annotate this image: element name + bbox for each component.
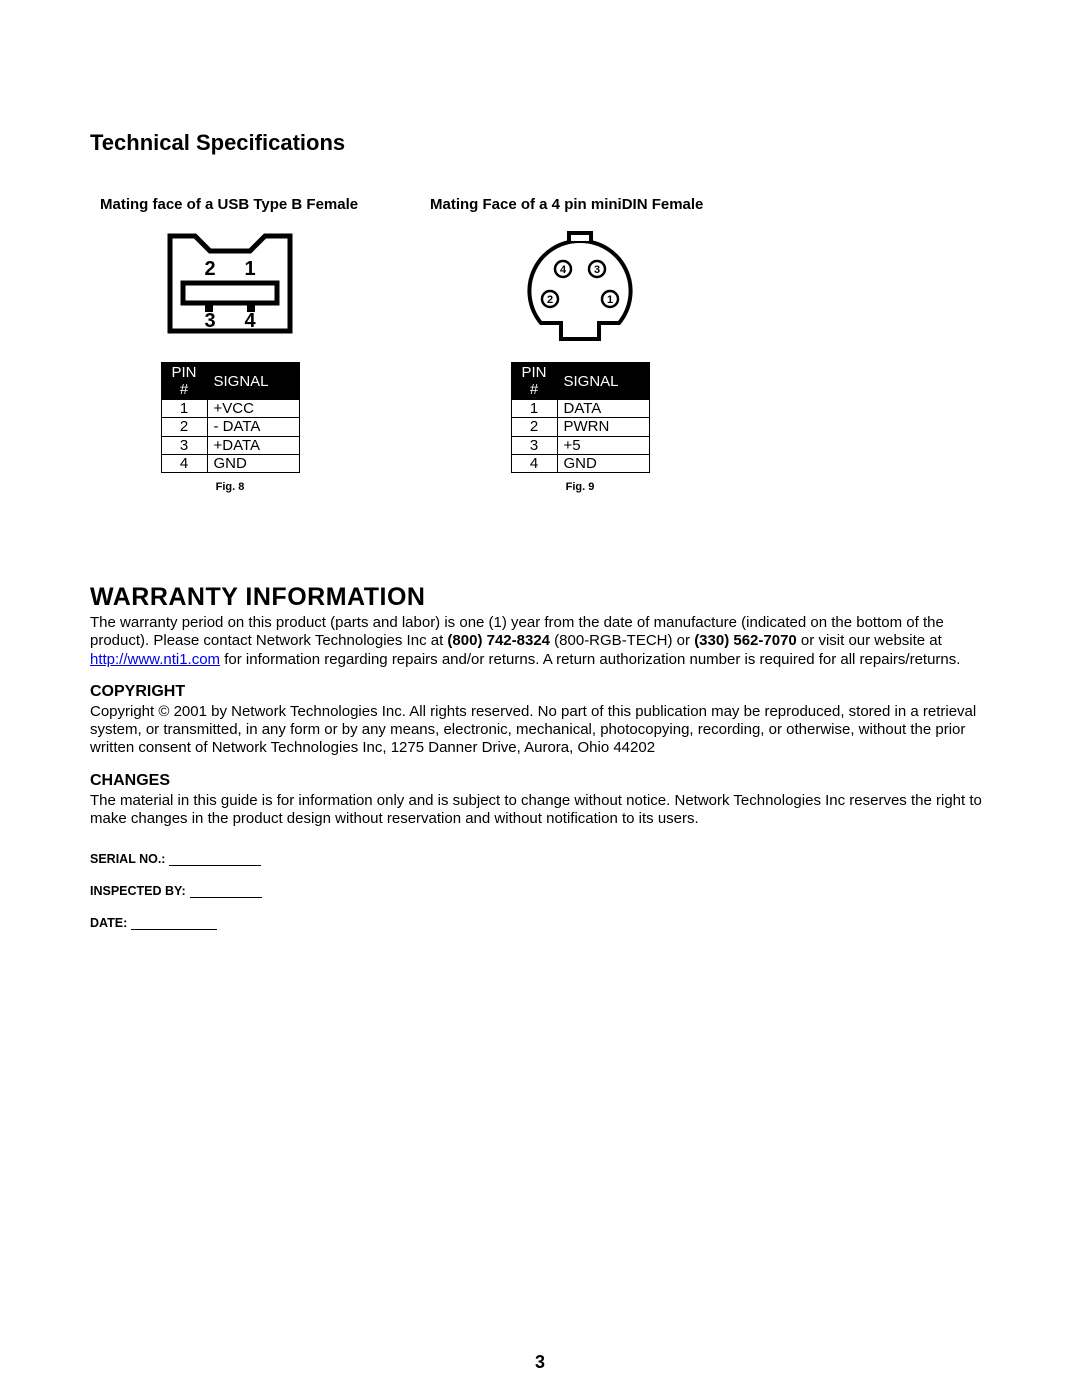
table-row: 1DATA — [511, 400, 649, 418]
usb-fig-caption: Fig. 8 — [216, 481, 245, 493]
minidin-pin-3-label: 3 — [594, 264, 600, 276]
serial-no-blank — [169, 854, 261, 866]
usb-pin-4-label: 4 — [244, 310, 256, 332]
table-row: 2PWRN — [511, 418, 649, 436]
usb-pin-2-label: 2 — [204, 258, 215, 280]
usb-pin-1-label: 1 — [244, 258, 255, 280]
warranty-phone-2: (330) 562-7070 — [694, 632, 797, 649]
warranty-heading: WARRANTY INFORMATION — [90, 583, 990, 612]
minidin-th-pin: PIN # — [511, 363, 557, 400]
minidin-pin-table: PIN # SIGNAL 1DATA 2PWRN 3+5 4GND — [511, 362, 650, 473]
warranty-paragraph: The warranty period on this product (par… — [90, 614, 990, 669]
minidin-diagram-title: Mating Face of a 4 pin miniDIN Female — [430, 196, 730, 213]
copyright-heading: COPYRIGHT — [90, 683, 990, 701]
usb-pin-table: PIN # SIGNAL 1+VCC 2 - DATA 3+DATA 4GND — [161, 362, 300, 473]
minidin-block: Mating Face of a 4 pin miniDIN Female 4 … — [430, 196, 730, 493]
inspected-by-blank — [190, 886, 262, 898]
date-blank — [131, 918, 217, 930]
table-row: 1+VCC — [161, 400, 299, 418]
minidin-pin-2-label: 2 — [547, 294, 553, 306]
warranty-phone-1: (800) 742-8324 — [447, 632, 550, 649]
minidin-connector-diagram: 4 3 2 1 — [505, 231, 655, 356]
serial-no-line: SERIAL NO.: — [90, 852, 990, 866]
diagrams-row: Mating face of a USB Type B Female 2 1 3… — [100, 196, 990, 493]
usb-connector-diagram: 2 1 3 4 — [155, 231, 305, 356]
minidin-pin-4-label: 4 — [560, 264, 567, 276]
table-row: 2 - DATA — [161, 418, 299, 436]
minidin-pin-1-label: 1 — [607, 294, 613, 306]
table-row: 3+DATA — [161, 436, 299, 454]
table-row: 4GND — [511, 454, 649, 472]
usb-th-pin: PIN # — [161, 363, 207, 400]
tech-spec-heading: Technical Specifications — [90, 130, 990, 156]
table-row: 4GND — [161, 454, 299, 472]
usb-pin-3-label: 3 — [204, 310, 215, 332]
inspected-by-line: INSPECTED BY: — [90, 884, 990, 898]
copyright-paragraph: Copyright © 2001 by Network Technologies… — [90, 703, 990, 758]
date-line: DATE: — [90, 916, 990, 930]
minidin-th-sig: SIGNAL — [557, 363, 649, 400]
usb-block: Mating face of a USB Type B Female 2 1 3… — [100, 196, 360, 493]
changes-paragraph: The material in this guide is for inform… — [90, 792, 990, 829]
page-number: 3 — [0, 1352, 1080, 1373]
minidin-fig-caption: Fig. 9 — [566, 481, 595, 493]
changes-heading: CHANGES — [90, 772, 990, 790]
warranty-link[interactable]: http://www.nti1.com — [90, 651, 220, 668]
usb-diagram-title: Mating face of a USB Type B Female — [100, 196, 360, 213]
table-row: 3+5 — [511, 436, 649, 454]
usb-th-sig: SIGNAL — [207, 363, 299, 400]
